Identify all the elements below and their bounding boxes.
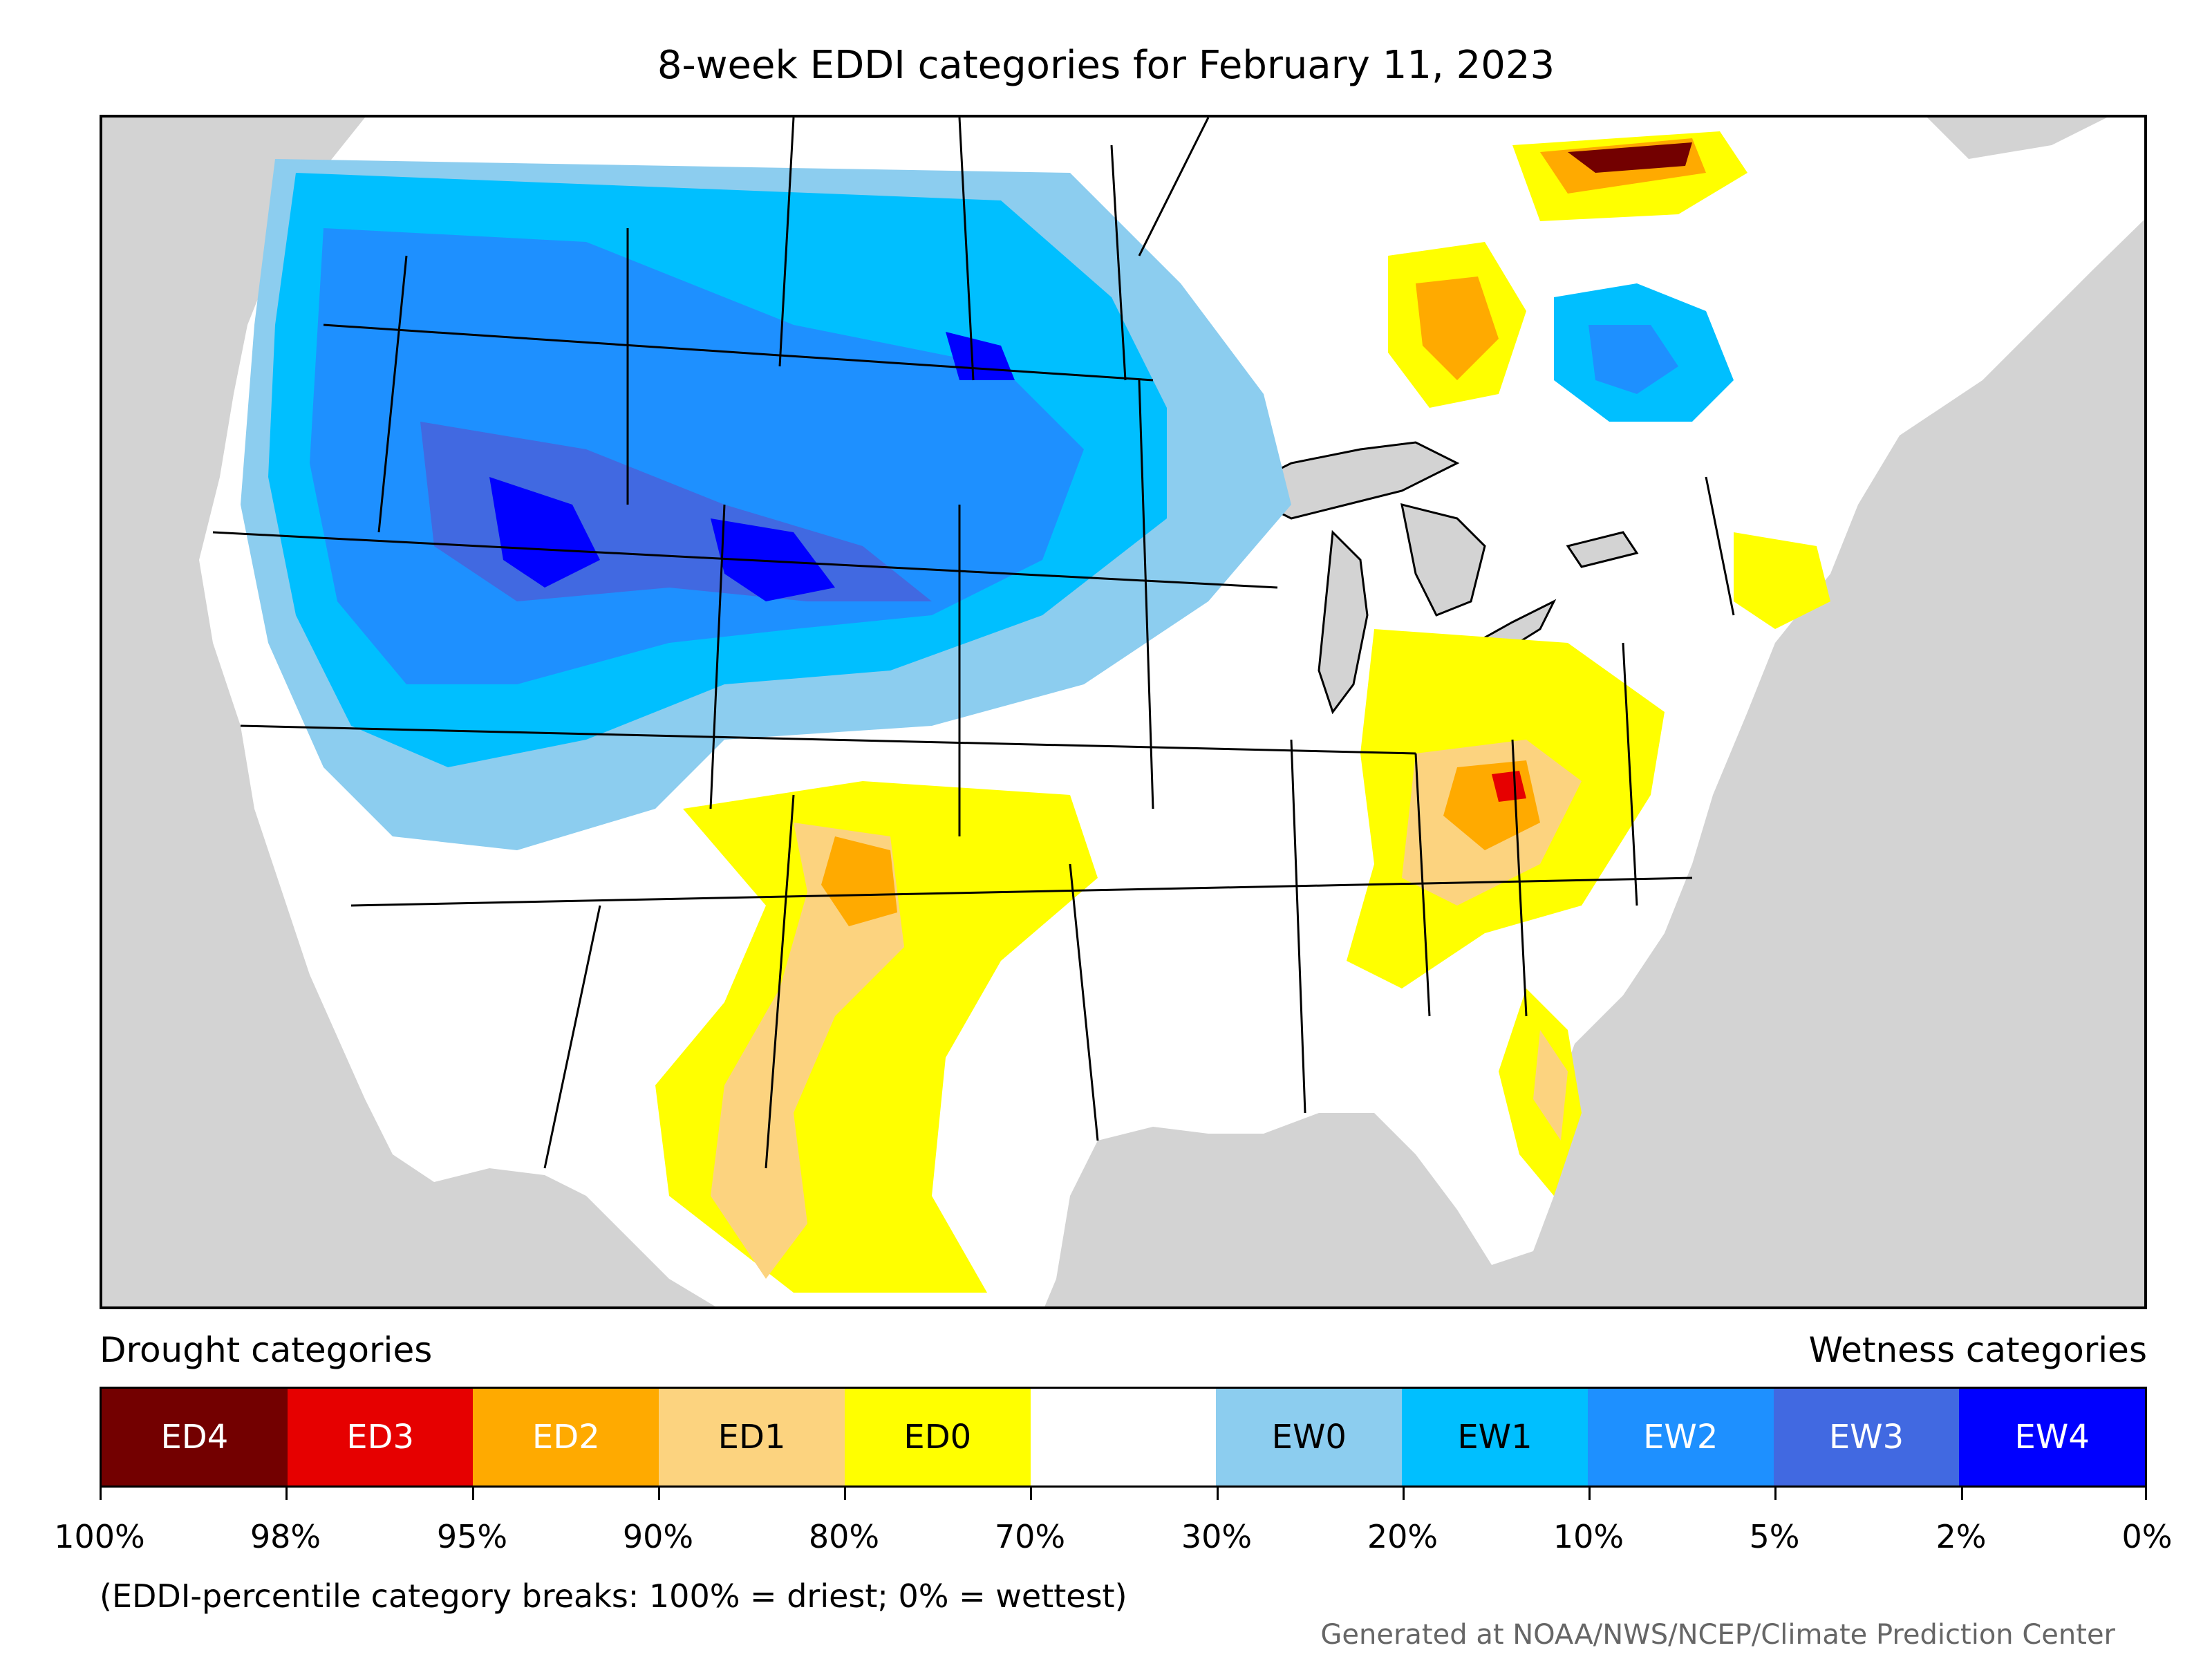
colorbar-tick bbox=[1217, 1488, 1219, 1500]
colorbar-cell-neutral bbox=[1030, 1389, 1217, 1485]
eddi-map bbox=[100, 115, 2147, 1309]
colorbar-tick-label: 80% bbox=[808, 1518, 880, 1555]
colorbar-cell-ed4: ED4 bbox=[102, 1389, 288, 1485]
lake-huron bbox=[1400, 503, 1486, 617]
colorbar-tick-label: 10% bbox=[1553, 1518, 1624, 1555]
colorbar-tick-label: 5% bbox=[1749, 1518, 1800, 1555]
region-ed0-northeast bbox=[1734, 532, 1830, 629]
colorbar-cell-ew4: EW4 bbox=[1959, 1389, 2146, 1485]
colorbar-cell-ed0: ED0 bbox=[844, 1389, 1031, 1485]
colorbar-tick bbox=[285, 1488, 288, 1500]
region-ed3-east bbox=[1492, 771, 1526, 802]
region-ed1-south bbox=[711, 823, 904, 1279]
colorbar-tick bbox=[844, 1488, 846, 1500]
colorbar-tick bbox=[658, 1488, 660, 1500]
colorbar-cell-ew0: EW0 bbox=[1216, 1389, 1403, 1485]
colorbar-tick bbox=[2145, 1488, 2147, 1500]
colorbar-tick-label: 100% bbox=[54, 1518, 145, 1555]
category-colorbar: ED4 ED3 ED2 ED1 ED0 EW0 EW1 EW2 EW3 EW4 bbox=[100, 1387, 2147, 1488]
boundaries bbox=[212, 118, 1735, 1169]
colorbar-cell-ew2: EW2 bbox=[1587, 1389, 1774, 1485]
category-breaks-note: (EDDI-percentile category breaks: 100% =… bbox=[100, 1577, 1127, 1615]
lake-superior bbox=[1233, 441, 1460, 520]
colorbar-tick bbox=[1961, 1488, 1963, 1500]
colorbar-cell-ew1: EW1 bbox=[1402, 1389, 1588, 1485]
region-ed4-labrador bbox=[1568, 142, 1692, 173]
colorbar-tick bbox=[472, 1488, 474, 1500]
drought-categories-label: Drought categories bbox=[100, 1330, 433, 1370]
region-ed1-florida bbox=[1533, 1030, 1568, 1141]
lake-michigan bbox=[1318, 529, 1369, 715]
colorbar-tick-label: 70% bbox=[994, 1518, 1066, 1555]
colorbar-tick bbox=[1403, 1488, 1405, 1500]
colorbar-tick bbox=[1030, 1488, 1032, 1500]
colorbar-tick-label: 98% bbox=[250, 1518, 321, 1555]
colorbar-tick-label: 2% bbox=[1936, 1518, 1987, 1555]
colorbar-tick bbox=[100, 1488, 102, 1500]
credit-line: Generated at NOAA/NWS/NCEP/Climate Predi… bbox=[1320, 1619, 2115, 1651]
colorbar-cell-ed3: ED3 bbox=[287, 1389, 474, 1485]
lake-ontario bbox=[1566, 531, 1639, 568]
region-ed2-ontario bbox=[1416, 276, 1499, 380]
colorbar-cell-ew3: EW3 bbox=[1773, 1389, 1960, 1485]
colorbar-tick bbox=[1588, 1488, 1591, 1500]
region-ew4 bbox=[489, 332, 1015, 601]
region-ew2-quebec bbox=[1588, 325, 1678, 394]
colorbar-cell-ed1: ED1 bbox=[659, 1389, 845, 1485]
colorbar-tick-label: 90% bbox=[622, 1518, 694, 1555]
map-svg bbox=[199, 118, 2144, 1306]
colorbar-tick-label: 30% bbox=[1181, 1518, 1253, 1555]
colorbar-tick-label: 20% bbox=[1367, 1518, 1438, 1555]
wetness-categories-label: Wetness categories bbox=[1808, 1330, 2147, 1370]
colorbar-tick-label: 0% bbox=[2121, 1518, 2173, 1555]
region-ed2-south bbox=[821, 836, 897, 926]
map-title: 8-week EDDI categories for February 11, … bbox=[657, 43, 1555, 88]
colorbar-cell-ed2: ED2 bbox=[473, 1389, 659, 1485]
colorbar-ticks: 100% 98% 95% 90% 80% 70% 30% 20% 10% 5% 2% 0% bbox=[54, 1488, 2172, 1555]
colorbar-tick-label: 95% bbox=[436, 1518, 508, 1555]
colorbar-tick bbox=[1774, 1488, 1777, 1500]
